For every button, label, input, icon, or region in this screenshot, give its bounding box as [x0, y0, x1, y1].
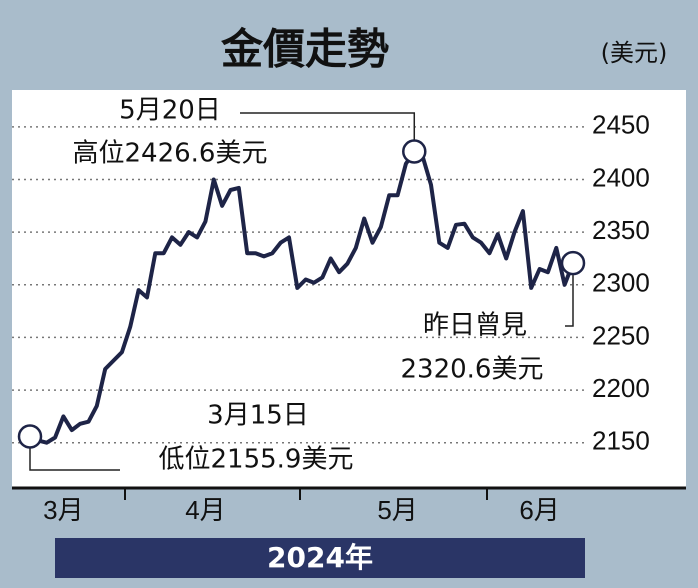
x-tick-label: 6月: [519, 495, 559, 525]
y-tick-label: 2300: [592, 268, 650, 298]
chart-title: 金價走勢: [220, 25, 389, 74]
unit-label: (美元): [601, 39, 668, 67]
y-tick-label: 2450: [592, 110, 650, 140]
annotation: 低位2155.9美元: [159, 445, 354, 475]
y-tick-label: 2400: [592, 162, 650, 192]
y-tick-label: 2150: [592, 426, 650, 456]
y-tick-label: 2350: [592, 215, 650, 245]
annotation: 高位2426.6美元: [73, 139, 268, 169]
leader-line: [240, 112, 416, 140]
highlight-point: [17, 424, 43, 449]
price-line: [29, 149, 575, 445]
leader-line: [565, 275, 574, 327]
annotation: 2320.6美元: [401, 355, 544, 385]
annotation: 5月20日: [119, 96, 221, 126]
annotation: 3月15日: [207, 401, 309, 431]
highlight-point: [402, 139, 427, 164]
leader-line: [29, 448, 120, 471]
highlight-point: [560, 250, 586, 276]
year-banner: [55, 538, 585, 578]
x-axis-title: 2024年: [267, 541, 373, 574]
annotation: 昨日曾見: [423, 311, 527, 341]
x-tick-label: 4月: [185, 495, 225, 525]
y-tick-label: 2250: [592, 320, 650, 350]
x-tick-label: 3月: [43, 495, 83, 525]
x-tick-label: 5月: [377, 495, 417, 525]
y-tick-label: 2200: [592, 373, 650, 403]
